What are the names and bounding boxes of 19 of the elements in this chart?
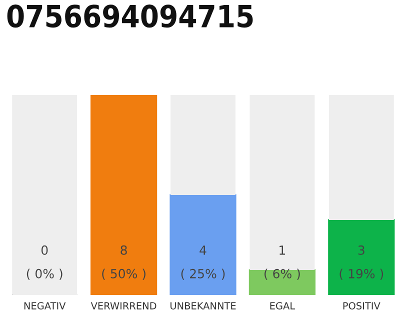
data-label: 0 ( 0% ) (26, 245, 62, 280)
x-tick-label: POSITIV (343, 302, 380, 310)
bar (250, 95, 315, 270)
data-label: 4 ( 25% ) (181, 246, 225, 280)
bar (90, 95, 158, 295)
x-tick-label: UNBEKANNTE (170, 302, 236, 310)
data-label: 3 ( 19% ) (340, 245, 384, 280)
chart-title: 0756694094715 (7, 4, 253, 28)
x-tick-label: VERWIRREND (90, 302, 156, 310)
data-label: 8 ( 50% ) (102, 245, 146, 280)
x-tick-label: NEGATIV (24, 302, 66, 310)
bar (170, 95, 236, 195)
bar (170, 194, 236, 295)
bar (328, 219, 395, 295)
data-label: 1 ( 6% ) (264, 246, 300, 280)
bar (328, 95, 394, 220)
x-tick-label: EGAL (270, 302, 296, 310)
bar (12, 95, 78, 295)
bar (248, 269, 316, 295)
